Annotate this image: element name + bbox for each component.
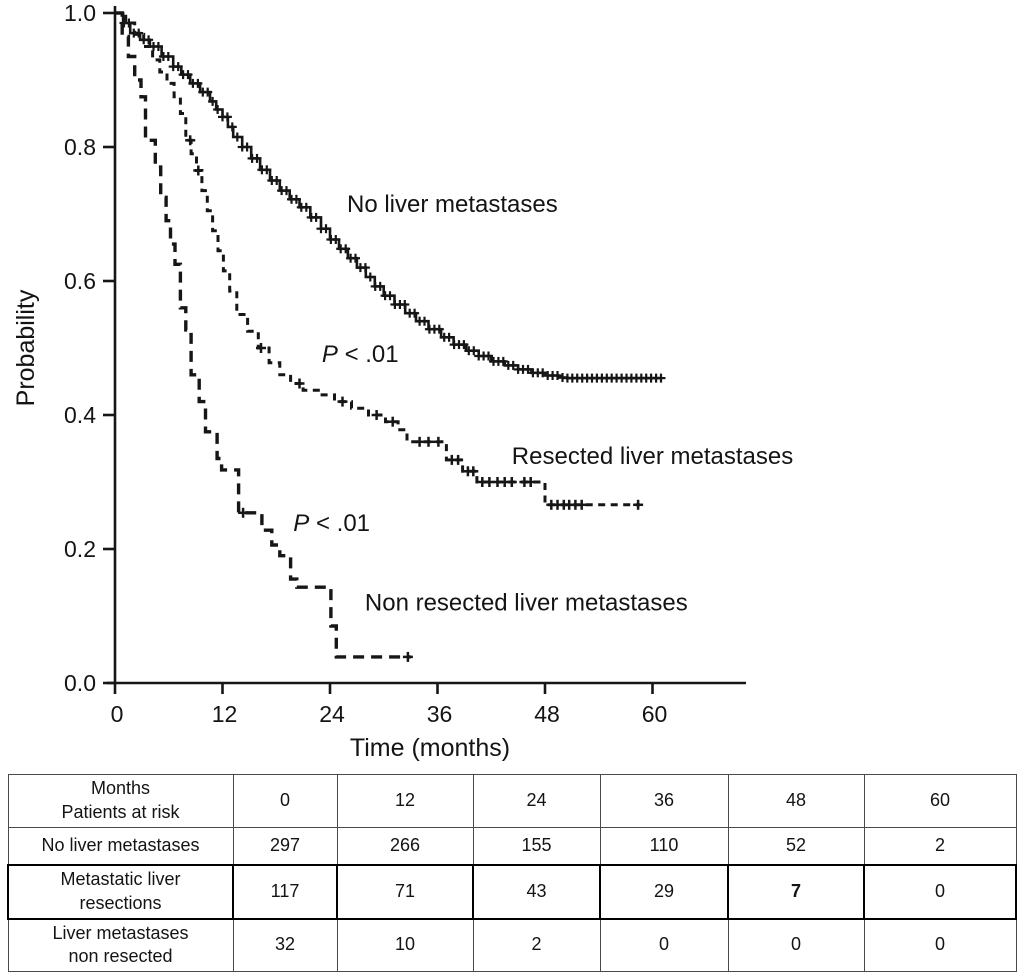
p-value-annotation-1: P < .01 bbox=[322, 341, 399, 368]
x-tick-label: 60 bbox=[642, 701, 668, 727]
risk-row-label: Liver metastases non resected bbox=[7, 918, 234, 972]
censor-marks-2 bbox=[185, 135, 644, 510]
risk-value-cell: 10 bbox=[336, 918, 474, 972]
risk-table-month-header: 60 bbox=[863, 774, 1017, 828]
survival-curve-3 bbox=[115, 11, 411, 659]
risk-value-cell: 110 bbox=[599, 826, 729, 866]
risk-value-cell: 0 bbox=[727, 918, 865, 972]
x-tick-label: 24 bbox=[319, 701, 345, 727]
risk-table-row: Metastatic liver resections 117 71 43 29 7 0 bbox=[7, 864, 1017, 920]
risk-value-cell: 7 bbox=[727, 864, 865, 920]
risk-value-cell: 2 bbox=[472, 918, 601, 972]
risk-value-cell: 52 bbox=[727, 826, 865, 866]
risk-value-cell: 0 bbox=[599, 918, 729, 972]
x-axis-title: Time (months) bbox=[350, 734, 510, 762]
risk-row-label: No liver metastases bbox=[7, 826, 234, 866]
risk-value-cell: 297 bbox=[232, 826, 338, 866]
y-tick-label: 0.2 bbox=[64, 536, 96, 562]
risk-value-cell: 155 bbox=[472, 826, 601, 866]
y-tick-label: 1.0 bbox=[64, 0, 96, 26]
risk-value-cell: 0 bbox=[863, 864, 1017, 920]
x-tick-label: 36 bbox=[427, 701, 453, 727]
p-value-annotation-2: P < .01 bbox=[293, 510, 370, 537]
risk-table-month-header: 36 bbox=[599, 774, 729, 828]
y-tick-label: 0.6 bbox=[64, 268, 96, 294]
risk-table-corner-header: Months Patients at risk bbox=[7, 774, 234, 828]
survival-curve-2 bbox=[115, 11, 640, 507]
risk-value-cell: 32 bbox=[232, 918, 338, 972]
censor-marks-3 bbox=[238, 507, 413, 662]
risk-table-row: No liver metastases 297 266 155 110 52 2 bbox=[7, 826, 1017, 866]
risk-value-cell: 266 bbox=[336, 826, 474, 866]
risk-table-month-header: 24 bbox=[472, 774, 601, 828]
risk-value-cell: 29 bbox=[599, 864, 729, 920]
censor-marks-1 bbox=[119, 18, 666, 383]
curve-label-2: Resected liver metastases bbox=[512, 443, 793, 470]
risk-table-month-header: 48 bbox=[727, 774, 865, 828]
y-tick-label: 0.4 bbox=[64, 402, 96, 428]
risk-value-cell: 43 bbox=[472, 864, 601, 920]
x-tick-label: 0 bbox=[111, 701, 124, 727]
y-tick-label: 0.0 bbox=[64, 670, 96, 696]
risk-value-cell: 71 bbox=[336, 864, 474, 920]
risk-table-row: Liver metastases non resected 32 10 2 0 0 0 bbox=[7, 918, 1017, 972]
x-tick-label: 48 bbox=[534, 701, 560, 727]
risk-table-month-header: 12 bbox=[336, 774, 474, 828]
km-chart-container: 1.0 0.8 0.6 0.4 0.2 0.0 0 12 24 36 48 60 Probability… bbox=[12, 0, 793, 762]
patients-at-risk-table: Months Patients at risk 0 12 24 36 48 60 No live… bbox=[7, 774, 1017, 972]
curve-label-1: No liver metastases bbox=[347, 191, 558, 218]
x-tick-label: 12 bbox=[212, 701, 238, 727]
risk-value-cell: 117 bbox=[232, 864, 338, 920]
risk-value-cell: 2 bbox=[863, 826, 1017, 866]
risk-value-cell: 0 bbox=[863, 918, 1017, 972]
risk-row-label: Metastatic liver resections bbox=[7, 864, 234, 920]
kaplan-meier-chart: 1.0 0.8 0.6 0.4 0.2 0.0 0 12 24 36 48 60 Probability… bbox=[12, 0, 793, 762]
y-axis-title: Probability bbox=[12, 289, 40, 406]
y-tick-label: 0.8 bbox=[64, 134, 96, 160]
curve-label-3: Non resected liver metastases bbox=[365, 590, 688, 617]
risk-table-month-header: 0 bbox=[232, 774, 338, 828]
